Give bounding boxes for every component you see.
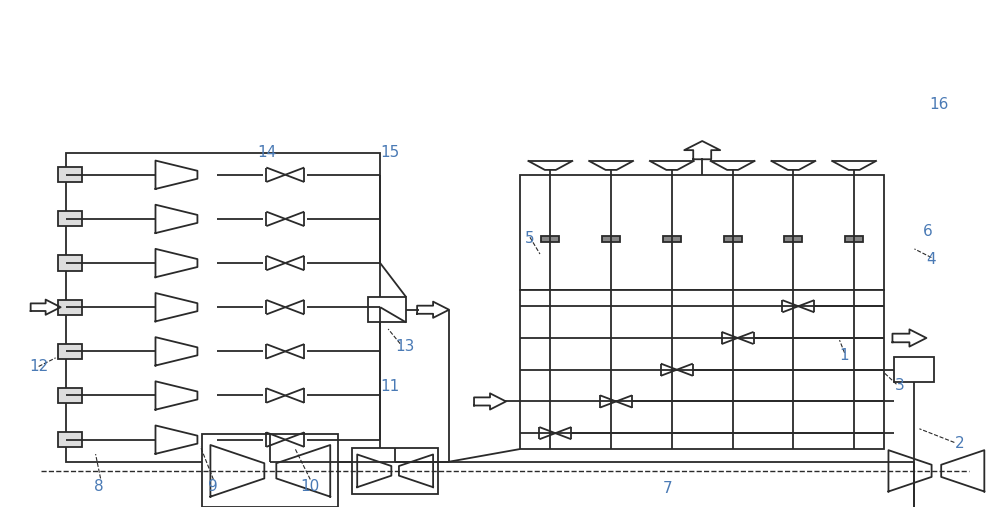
Text: 1: 1 [840,348,849,363]
Bar [202,434,338,507]
Bar [58,256,82,271]
Bar [663,236,681,242]
Text: 3: 3 [895,378,904,393]
Text: 13: 13 [395,339,415,354]
Text: 11: 11 [381,379,400,394]
Text: 6: 6 [923,224,932,239]
Text: 7: 7 [663,481,673,496]
Bar [894,357,934,383]
Bar [541,236,559,242]
Text: 16: 16 [930,97,949,112]
Text: 9: 9 [208,479,217,494]
Bar [58,432,82,447]
Text: 15: 15 [381,145,400,160]
Bar [368,297,406,323]
Bar [58,344,82,359]
Text: 12: 12 [29,359,48,374]
Text: 14: 14 [258,145,277,160]
Bar [58,388,82,403]
Bar [520,291,884,449]
Bar [352,448,438,494]
Bar [58,211,82,227]
Bar [58,167,82,182]
Text: 10: 10 [301,479,320,494]
Bar [845,236,863,242]
Bar [520,175,884,291]
Text: 8: 8 [94,479,103,494]
Text: 4: 4 [927,251,936,267]
Text: 5: 5 [525,231,535,246]
Bar [66,153,380,462]
Bar [784,236,802,242]
Bar [724,236,742,242]
Bar [58,300,82,315]
Bar [602,236,620,242]
Text: 2: 2 [955,436,964,452]
